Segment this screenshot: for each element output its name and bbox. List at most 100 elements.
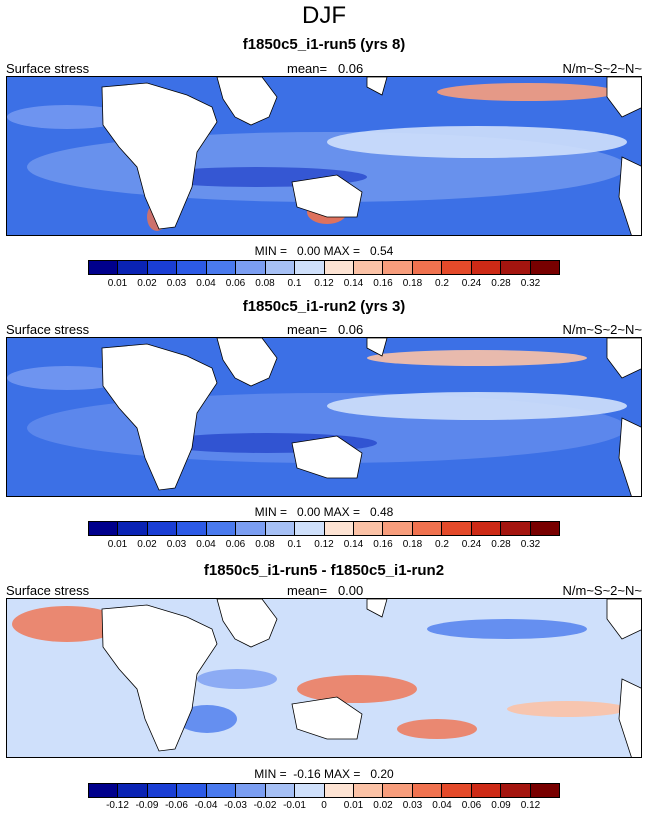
colorbar-tick-label: 0.03	[402, 800, 423, 811]
colorbar-tick-label: 0.03	[166, 539, 187, 550]
colorbar-tick-label: 0.08	[255, 278, 275, 289]
colorbar-swatch	[147, 522, 178, 535]
colorbar-swatch	[295, 784, 325, 797]
colorbar-tick-label: 0.14	[343, 278, 364, 289]
colorbar-swatch	[324, 261, 354, 274]
panel-2-mean: mean= 0.06	[287, 322, 364, 337]
colorbar-tick-label: 0.2	[435, 278, 449, 289]
colorbar-swatch	[89, 784, 119, 797]
panel-3-map	[6, 598, 642, 758]
colorbar-swatch	[501, 261, 531, 274]
panel-1-title: f1850c5_i1-run5 (yrs 8)	[242, 36, 406, 53]
colorbar-tick-label: 0.12	[314, 278, 334, 289]
colorbar-tick-label: 0.16	[373, 539, 393, 550]
colorbar-tick-label: 0.04	[196, 278, 216, 289]
panel-3-map-svg	[7, 599, 641, 757]
colorbar-tick-label: -0.02	[253, 800, 277, 811]
panel-3-minmax: MIN = -0.16 MAX = 0.20	[254, 767, 394, 781]
colorbar-tick-label: 0.02	[373, 800, 393, 811]
colorbar-tick-label: 0.09	[491, 800, 511, 811]
colorbar-swatch	[471, 522, 502, 535]
colorbar-swatch	[265, 522, 296, 535]
panel-2-colorbar	[88, 521, 560, 536]
colorbar-swatch	[383, 522, 413, 535]
colorbar-swatch	[353, 522, 384, 535]
colorbar-tick-label: 0	[321, 800, 327, 811]
colorbar-swatch	[147, 784, 178, 797]
colorbar-swatch	[412, 522, 443, 535]
panel-1-map	[6, 76, 642, 236]
figure-title: DJF	[302, 2, 346, 29]
colorbar-tick-label: -0.12	[106, 800, 129, 811]
panel-3-title: f1850c5_i1-run5 - f1850c5_i1-run2	[203, 562, 445, 579]
colorbar-swatch	[265, 261, 296, 274]
colorbar-swatch	[295, 522, 325, 535]
colorbar-swatch	[324, 784, 354, 797]
panel-3-units: N/m~S~2~N~	[562, 583, 643, 598]
colorbar-tick-label: -0.04	[194, 800, 218, 811]
colorbar-swatch	[530, 522, 559, 535]
colorbar-swatch	[236, 522, 266, 535]
colorbar-swatch	[177, 522, 207, 535]
colorbar-swatch	[265, 784, 296, 797]
colorbar-tick-label: 0.1	[287, 278, 302, 289]
panel-2-minmax: MIN = 0.00 MAX = 0.48	[254, 505, 394, 519]
colorbar-swatch	[530, 784, 559, 797]
panel-1-mean: mean= 0.06	[287, 61, 364, 76]
colorbar-tick-label: 0.32	[520, 278, 541, 289]
colorbar-swatch	[471, 784, 502, 797]
panel-3-colorbar	[88, 783, 560, 798]
colorbar-tick-label: 0.02	[137, 278, 157, 289]
colorbar-swatch	[442, 261, 472, 274]
colorbar-tick-label: 0.32	[520, 539, 541, 550]
colorbar-swatch	[412, 784, 443, 797]
colorbar-swatch	[501, 522, 531, 535]
colorbar-tick-label: 0.02	[137, 539, 157, 550]
panel-2-units: N/m~S~2~N~	[562, 322, 643, 337]
colorbar-swatch	[324, 522, 354, 535]
colorbar-swatch	[118, 522, 148, 535]
colorbar-tick-label: -0.01	[283, 800, 306, 811]
colorbar-swatch	[295, 261, 325, 274]
panel-2-field-label: Surface stress	[6, 322, 90, 337]
colorbar-swatch	[353, 784, 384, 797]
colorbar-tick-label: 0.06	[225, 539, 246, 550]
colorbar-swatch	[206, 784, 237, 797]
colorbar-tick-label: 0.24	[461, 278, 482, 289]
colorbar-swatch	[471, 261, 502, 274]
colorbar-swatch	[177, 261, 207, 274]
colorbar-tick-label: 0.24	[461, 539, 482, 550]
colorbar-swatch	[206, 522, 237, 535]
colorbar-swatch	[530, 261, 559, 274]
colorbar-swatch	[118, 784, 148, 797]
panel-2-map	[6, 337, 642, 497]
colorbar-tick-label: 0.2	[435, 539, 449, 550]
panel-1-field-label: Surface stress	[6, 61, 90, 76]
colorbar-tick-label: 0.01	[107, 278, 128, 289]
colorbar-swatch	[89, 261, 119, 274]
colorbar-tick-label: 0.06	[461, 800, 482, 811]
colorbar-tick-label: 0.16	[373, 278, 393, 289]
colorbar-swatch	[89, 522, 119, 535]
panel-1-colorbar-ticks: 0.01 0.02 0.03 0.04 0.06 0.08 0.1 0.12 0.14 0.16 0…	[88, 278, 560, 292]
colorbar-tick-label: 0.03	[166, 278, 187, 289]
colorbar-swatch	[236, 261, 266, 274]
colorbar-tick-label: 0.18	[402, 539, 423, 550]
panel-2-map-svg	[7, 338, 641, 496]
colorbar-tick-label: -0.09	[135, 800, 159, 811]
panel-1-units: N/m~S~2~N~	[562, 61, 643, 76]
colorbar-tick-label: 0.28	[491, 539, 511, 550]
colorbar-tick-label: 0.14	[343, 539, 364, 550]
colorbar-swatch	[442, 522, 472, 535]
colorbar-swatch	[412, 261, 443, 274]
colorbar-tick-label: 0.12	[314, 539, 334, 550]
colorbar-tick-label: 0.01	[343, 800, 364, 811]
panel-2-colorbar-ticks: 0.01 0.02 0.03 0.04 0.06 0.08 0.1 0.12 0.14 0.16 0…	[88, 539, 560, 553]
colorbar-swatch	[383, 784, 413, 797]
colorbar-tick-label: 0.04	[432, 800, 452, 811]
colorbar-tick-label: 0.28	[491, 278, 511, 289]
colorbar-swatch	[501, 784, 531, 797]
panel-2-title: f1850c5_i1-run2 (yrs 3)	[242, 298, 406, 315]
colorbar-swatch	[177, 784, 207, 797]
colorbar-swatch	[206, 261, 237, 274]
